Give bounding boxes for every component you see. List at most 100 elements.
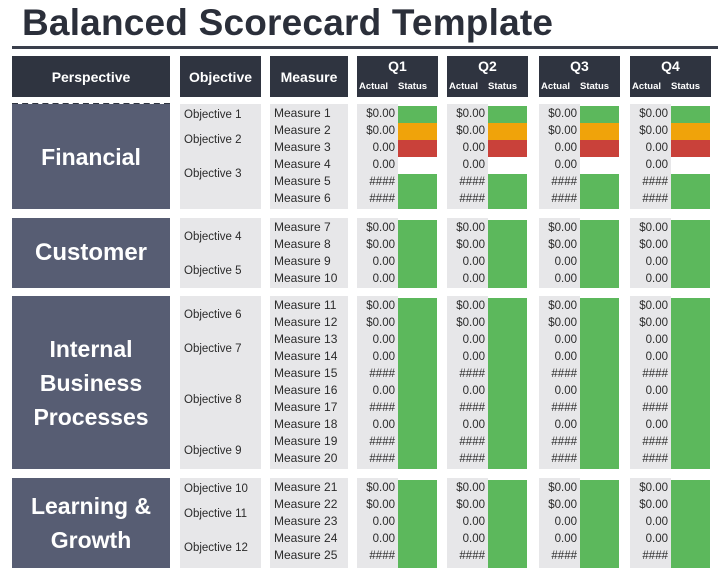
measure-column-bg	[270, 104, 348, 209]
actual-column-bg	[357, 104, 398, 209]
measure-column-bg	[270, 218, 348, 288]
perspective-label-line: Financial	[41, 143, 141, 170]
actual-value: $0.00	[639, 125, 668, 137]
actual-column-bg	[539, 104, 580, 209]
status-indicator-green	[580, 220, 619, 288]
actual-value: ####	[459, 550, 485, 562]
actual-value: ####	[551, 402, 577, 414]
measure-label: Measure 9	[274, 254, 331, 268]
status-indicator-green	[580, 480, 619, 568]
measure-label: Measure 15	[274, 366, 338, 380]
actual-value: 0.00	[554, 385, 577, 397]
actual-column-bg	[630, 478, 671, 568]
measure-label: Measure 10	[274, 271, 338, 285]
actual-value: 0.00	[645, 142, 668, 154]
actual-value: ####	[369, 193, 395, 205]
objective-column-bg	[180, 478, 261, 568]
actual-value: 0.00	[554, 142, 577, 154]
actual-value: 0.00	[554, 256, 577, 268]
header-q3-status: Status	[580, 81, 610, 92]
measure-label: Measure 5	[274, 174, 331, 188]
actual-value: 0.00	[372, 385, 395, 397]
measure-label: Measure 8	[274, 237, 331, 251]
actual-value: 0.00	[372, 351, 395, 363]
measure-label: Measure 7	[274, 220, 331, 234]
measure-label: Measure 3	[274, 140, 331, 154]
objective-label: Objective 4	[184, 231, 242, 244]
measure-label: Measure 21	[274, 480, 338, 494]
actual-value: $0.00	[366, 222, 395, 234]
measure-column-bg	[270, 296, 348, 469]
header-q3-actual: Actual	[541, 81, 571, 92]
status-indicator-green	[398, 298, 437, 469]
header-q3: Q3 Actual Status	[539, 56, 620, 97]
status-indicator-green	[488, 298, 527, 469]
actual-value: 0.00	[372, 273, 395, 285]
status-indicator-green	[580, 298, 619, 469]
page-title: Balanced Scorecard Template	[22, 2, 554, 43]
actual-column-bg	[539, 218, 580, 288]
actual-column-bg	[357, 296, 398, 469]
measure-label: Measure 20	[274, 451, 338, 465]
header-q1-status: Status	[398, 81, 428, 92]
actual-value: $0.00	[548, 125, 577, 137]
actual-value: 0.00	[372, 256, 395, 268]
status-indicator-green	[671, 106, 710, 123]
actual-value: 0.00	[462, 351, 485, 363]
actual-value: 0.00	[462, 159, 485, 171]
actual-value: $0.00	[366, 125, 395, 137]
measure-label: Measure 12	[274, 315, 338, 329]
actual-value: 0.00	[554, 419, 577, 431]
actual-value: 0.00	[372, 334, 395, 346]
actual-value: ####	[369, 368, 395, 380]
actual-value: $0.00	[366, 482, 395, 494]
actual-column-bg	[447, 104, 488, 209]
actual-value: 0.00	[372, 516, 395, 528]
actual-value: 0.00	[554, 351, 577, 363]
status-indicator-green	[580, 106, 619, 123]
actual-value: 0.00	[462, 516, 485, 528]
actual-value: ####	[369, 176, 395, 188]
actual-column-bg	[447, 218, 488, 288]
actual-value: ####	[642, 453, 668, 465]
status-indicator-red	[580, 140, 619, 157]
perspective-learning-growth: Learning & Growth	[12, 478, 170, 568]
actual-value: ####	[369, 453, 395, 465]
objective-label: Objective 1	[184, 108, 242, 121]
actual-value: $0.00	[456, 300, 485, 312]
actual-value: ####	[459, 402, 485, 414]
objective-column-bg	[180, 296, 261, 469]
objective-column-bg	[180, 218, 261, 288]
actual-value: 0.00	[462, 142, 485, 154]
status-indicator-amber	[488, 123, 527, 140]
actual-value: 0.00	[645, 273, 668, 285]
measure-label: Measure 6	[274, 191, 331, 205]
actual-value: ####	[459, 453, 485, 465]
actual-value: ####	[369, 550, 395, 562]
actual-column-bg	[630, 296, 671, 469]
actual-value: $0.00	[548, 239, 577, 251]
actual-value: $0.00	[548, 317, 577, 329]
objective-label: Objective 7	[184, 343, 242, 356]
actual-column-bg	[539, 478, 580, 568]
header-q2-status: Status	[488, 81, 518, 92]
header-objective-label: Objective	[188, 68, 253, 85]
actual-column-bg	[357, 218, 398, 288]
actual-value: ####	[551, 176, 577, 188]
actual-value: 0.00	[462, 419, 485, 431]
actual-column-bg	[630, 218, 671, 288]
measure-label: Measure 4	[274, 157, 331, 171]
header-q4: Q4 Actual Status	[630, 56, 711, 97]
actual-value: $0.00	[456, 499, 485, 511]
actual-value: $0.00	[366, 108, 395, 120]
measure-label: Measure 23	[274, 514, 338, 528]
status-indicator-green	[671, 480, 710, 568]
actual-value: ####	[459, 193, 485, 205]
actual-value: 0.00	[554, 533, 577, 545]
actual-value: $0.00	[366, 239, 395, 251]
perspective-customer: Customer	[12, 218, 170, 288]
perspective-label-line: Business	[39, 369, 143, 396]
objective-column-bg	[180, 104, 261, 209]
actual-value: ####	[369, 436, 395, 448]
actual-value: 0.00	[554, 516, 577, 528]
